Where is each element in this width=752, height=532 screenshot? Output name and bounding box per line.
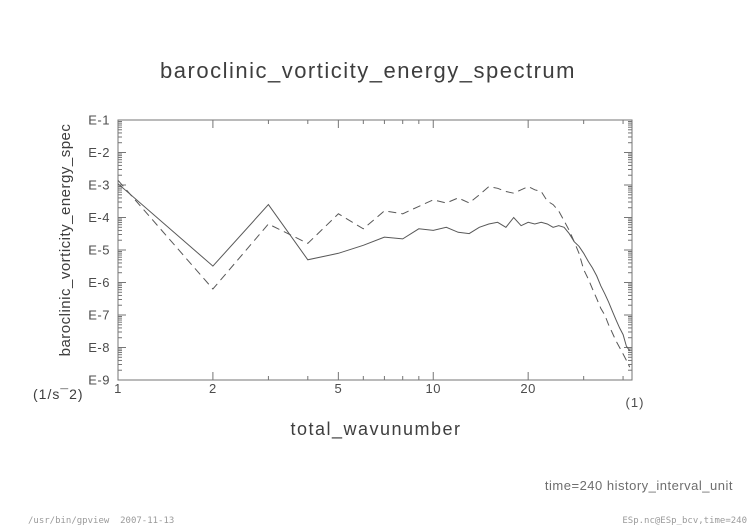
- chart-title: baroclinic_vorticity_energy_spectrum: [160, 58, 576, 83]
- footer-command-text: /usr/bin/gpview 2007-11-13: [28, 516, 175, 526]
- y-tick-label: E-7: [88, 308, 110, 323]
- x-axis-label: total_wavunumber: [290, 419, 462, 439]
- time-annotation: time=240 history_interval_unit: [544, 478, 733, 493]
- y-tick-label: E-9: [88, 373, 110, 388]
- y-tick-label: E-3: [88, 178, 110, 193]
- x-tick-label: 5: [334, 381, 342, 396]
- series-dashed-line: [117, 179, 631, 368]
- x-axis-unit: (1): [625, 395, 645, 410]
- y-tick-label: E-4: [88, 210, 110, 225]
- y-tick-label: E-5: [88, 243, 110, 258]
- footer-source-text: ESp.nc@ESp_bcv,time=240: [622, 516, 747, 526]
- x-tick-label: 20: [520, 381, 535, 396]
- y-axis-unit: (1/s¯2): [33, 386, 84, 402]
- x-tick-label: 10: [426, 381, 441, 396]
- y-tick-label: E-6: [88, 275, 110, 290]
- y-tick-label: E-8: [88, 340, 110, 355]
- x-tick-label: 1: [114, 381, 122, 396]
- y-tick-label: E-2: [88, 145, 110, 160]
- y-tick-label: E-1: [88, 113, 110, 128]
- x-tick-label: 2: [209, 381, 217, 396]
- series-solid-line: [117, 183, 631, 352]
